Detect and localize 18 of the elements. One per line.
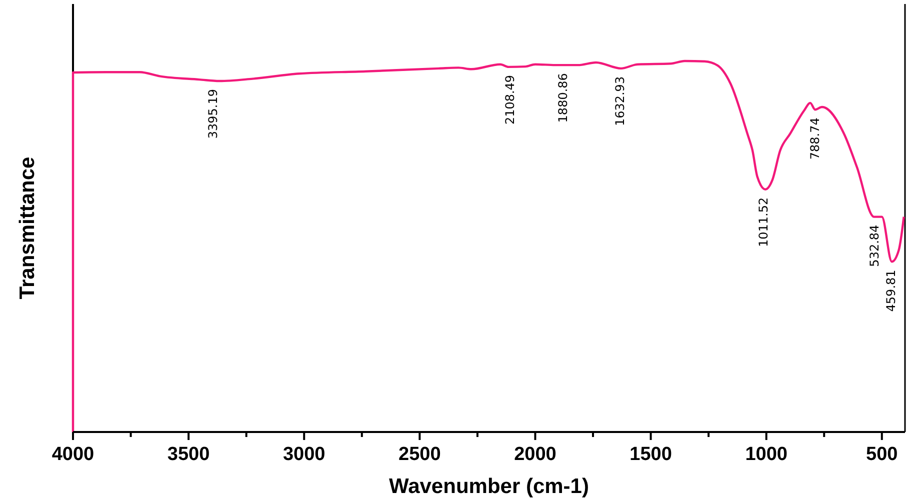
x-tick-label: 1000 [745, 444, 788, 465]
x-tick-label: 3000 [282, 444, 326, 465]
annotation: 788.74 [808, 118, 822, 160]
annotation: 532.84 [867, 224, 882, 267]
annotation: 3395.19 [206, 89, 220, 139]
annotation: 459.81 [884, 270, 898, 312]
x-tick-label: 2500 [398, 444, 441, 465]
x-axis-title: Wavenumber (cm-1) [389, 475, 589, 498]
annotation: 1011.52 [756, 197, 771, 247]
x-tick-label: 4000 [52, 444, 94, 465]
x-tick-label: 500 [866, 444, 898, 465]
annotation: 2108.49 [503, 74, 518, 125]
y-axis-title: Transmittance [16, 156, 39, 300]
x-tick-label: 1500 [630, 444, 672, 465]
x-tick-label: 3500 [167, 444, 210, 465]
annotation: 1880.86 [556, 73, 570, 123]
annotation: 1632.93 [613, 76, 628, 126]
x-tick-label: 2000 [514, 444, 556, 465]
